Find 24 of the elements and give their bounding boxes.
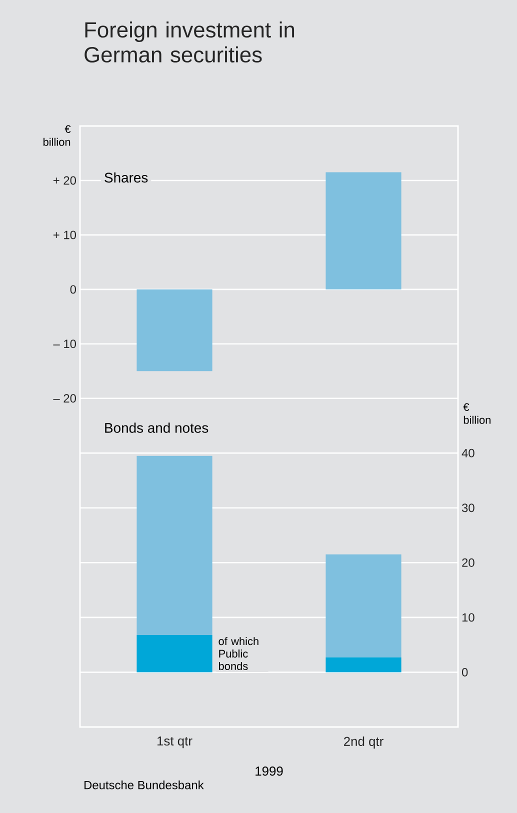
chart-title: Foreign investment in German securities <box>84 22 294 63</box>
series-label: of which Public bonds <box>218 637 258 670</box>
bar <box>326 554 402 658</box>
x-tick-label: 1st qtr <box>157 736 192 748</box>
y-tick-label: 0 <box>462 668 468 676</box>
y-tick-label: – 20 <box>53 394 76 403</box>
y-tick-label: + 20 <box>53 176 76 185</box>
y-axis-title: € billion <box>463 403 490 424</box>
text: Bonds and notes <box>105 422 208 433</box>
y-tick-label: 30 <box>462 504 474 512</box>
bar <box>136 634 212 672</box>
y-tick-label: 40 <box>462 448 474 458</box>
y-tick-label: 10 <box>462 613 474 622</box>
text: Deutsche Bundesbank <box>84 780 204 790</box>
y-axis-title: € billion <box>43 125 71 146</box>
y-tick-label: + 10 <box>53 230 76 240</box>
y-tick-label: 0 <box>70 285 76 294</box>
x-axis-title: 1999 <box>256 766 283 776</box>
bar <box>326 657 402 672</box>
y-tick-label: 20 <box>462 558 474 567</box>
text: Shares <box>104 172 148 183</box>
x-tick-label: 2nd qtr <box>344 736 384 749</box>
bar <box>136 456 212 635</box>
y-tick-label: – 10 <box>53 340 76 348</box>
